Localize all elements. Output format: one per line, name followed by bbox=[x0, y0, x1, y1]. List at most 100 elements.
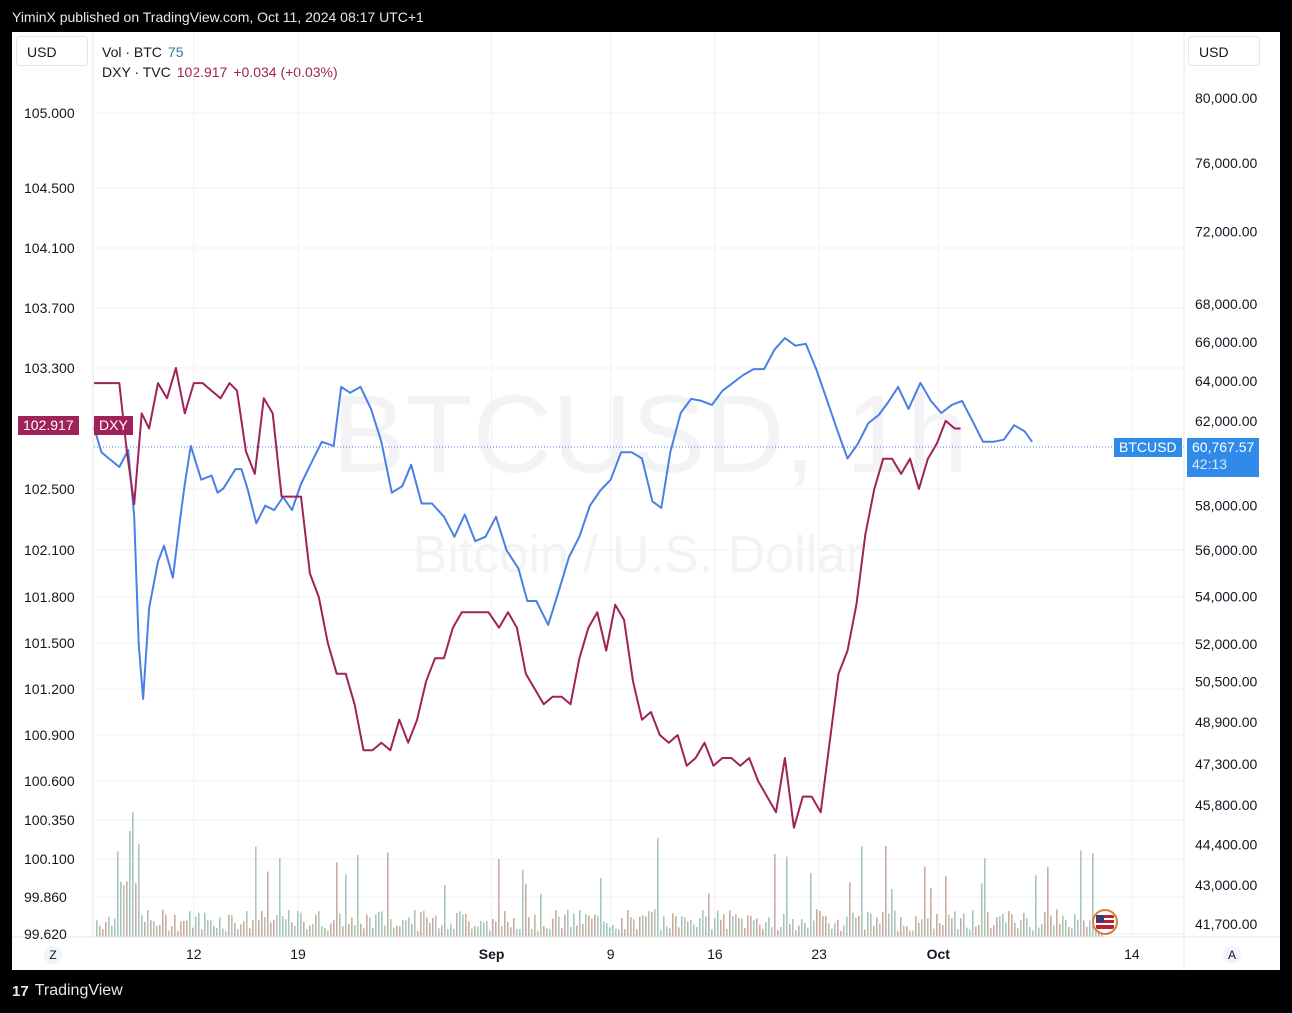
volume-bar bbox=[777, 930, 779, 937]
volume-bar bbox=[345, 874, 347, 937]
volume-bar bbox=[279, 857, 281, 937]
volume-bar bbox=[1059, 923, 1061, 937]
watermark-symbol: BTCUSD, 1h bbox=[332, 373, 968, 496]
volume-bar bbox=[663, 916, 665, 937]
volume-bar bbox=[1041, 924, 1043, 937]
volume-bar bbox=[744, 927, 746, 937]
volume-bar bbox=[123, 885, 125, 937]
volume-bar bbox=[507, 921, 509, 937]
volume-bar bbox=[696, 927, 698, 937]
volume-bar bbox=[150, 920, 152, 937]
left-axis-tick: 100.600 bbox=[24, 773, 75, 789]
volume-bar bbox=[795, 929, 797, 937]
volume-bar bbox=[573, 913, 575, 937]
volume-bar bbox=[336, 862, 338, 937]
left-axis-tick: 104.100 bbox=[24, 240, 75, 256]
volume-bar bbox=[384, 925, 386, 937]
volume-bar bbox=[705, 916, 707, 937]
volume-bar bbox=[540, 893, 542, 937]
volume-bar bbox=[186, 920, 188, 937]
volume-bar bbox=[474, 926, 476, 937]
volume-bar bbox=[189, 911, 191, 937]
volume-bar bbox=[420, 912, 422, 937]
volume-bar bbox=[918, 922, 920, 937]
volume-bar bbox=[306, 929, 308, 937]
dxy-series-line bbox=[94, 367, 961, 829]
volume-bar bbox=[672, 913, 674, 937]
zoom-corner-button[interactable]: Z bbox=[44, 946, 62, 964]
volume-bar bbox=[483, 922, 485, 937]
volume-bar bbox=[357, 854, 359, 937]
volume-legend[interactable]: Vol · BTC 75 bbox=[102, 42, 338, 62]
volume-bar bbox=[957, 929, 959, 937]
volume-bar bbox=[792, 919, 794, 937]
volume-bar bbox=[732, 916, 734, 937]
volume-bar bbox=[687, 921, 689, 937]
volume-bar bbox=[195, 916, 197, 937]
volume-bar bbox=[1029, 927, 1031, 937]
volume-bar bbox=[996, 917, 998, 937]
volume-bar bbox=[885, 845, 887, 937]
volume-bar bbox=[876, 917, 878, 937]
us-flag-icon[interactable] bbox=[1092, 909, 1118, 935]
btc-series-line bbox=[93, 337, 1033, 700]
volume-bar bbox=[441, 925, 443, 937]
right-currency-button[interactable]: USD bbox=[1188, 36, 1260, 66]
volume-bar bbox=[393, 927, 395, 937]
volume-bar bbox=[546, 928, 548, 937]
volume-bar bbox=[255, 846, 257, 937]
volume-bar bbox=[855, 917, 857, 937]
volume-bar bbox=[816, 909, 818, 937]
volume-bar bbox=[576, 925, 578, 937]
left-axis-tick: 99.860 bbox=[24, 889, 67, 905]
left-axis-tick: 103.300 bbox=[24, 360, 75, 376]
volume-legend-label: Vol · BTC bbox=[102, 44, 162, 60]
volume-bar bbox=[135, 883, 137, 937]
price-chart[interactable]: BTCUSD, 1h Bitcoin / U.S. Dollar 105.000… bbox=[12, 32, 1280, 970]
volume-bar bbox=[1077, 919, 1079, 937]
volume-bar bbox=[681, 916, 683, 937]
volume-bar bbox=[882, 911, 884, 937]
time-axis-tick: 9 bbox=[607, 946, 615, 962]
volume-bar bbox=[963, 913, 965, 937]
right-axis-tick: 54,000.00 bbox=[1195, 588, 1257, 604]
left-axis-tick: 100.100 bbox=[24, 851, 75, 867]
auto-scale-button[interactable]: A bbox=[1223, 946, 1241, 964]
left-axis-tick: 104.500 bbox=[24, 180, 75, 196]
volume-bar bbox=[897, 930, 899, 937]
volume-bar bbox=[675, 916, 677, 937]
volume-bar bbox=[453, 928, 455, 937]
volume-bar bbox=[126, 881, 128, 937]
dxy-legend[interactable]: DXY · TVC 102.917 +0.034 (+0.03%) bbox=[102, 62, 338, 82]
volume-bar bbox=[228, 914, 230, 937]
volume-bar bbox=[945, 876, 947, 937]
volume-bar bbox=[894, 910, 896, 937]
volume-bar bbox=[300, 912, 302, 937]
volume-bar bbox=[477, 926, 479, 937]
volume-bar bbox=[987, 912, 989, 937]
volume-bar bbox=[1002, 913, 1004, 937]
volume-bar bbox=[762, 928, 764, 937]
volume-bar bbox=[480, 921, 482, 937]
volume-bar bbox=[159, 925, 161, 937]
volume-bar bbox=[309, 925, 311, 937]
volume-bar bbox=[1020, 920, 1022, 937]
volume-bar bbox=[369, 917, 371, 937]
volume-bar bbox=[387, 852, 389, 937]
right-axis-tick: 68,000.00 bbox=[1195, 296, 1257, 312]
left-currency-button[interactable]: USD bbox=[16, 36, 88, 66]
volume-bar bbox=[102, 929, 104, 937]
volume-bar bbox=[759, 924, 761, 937]
volume-bar bbox=[1080, 850, 1082, 937]
volume-bar bbox=[147, 909, 149, 937]
volume-bar bbox=[933, 928, 935, 937]
volume-bar bbox=[942, 925, 944, 937]
volume-bar bbox=[612, 924, 614, 937]
volume-bar bbox=[378, 911, 380, 937]
watermark-name: Bitcoin / U.S. Dollar bbox=[413, 526, 864, 584]
volume-bars bbox=[96, 812, 1103, 937]
volume-bar bbox=[504, 911, 506, 937]
volume-bar bbox=[810, 872, 812, 937]
volume-bar bbox=[813, 920, 815, 937]
volume-bar bbox=[390, 919, 392, 937]
